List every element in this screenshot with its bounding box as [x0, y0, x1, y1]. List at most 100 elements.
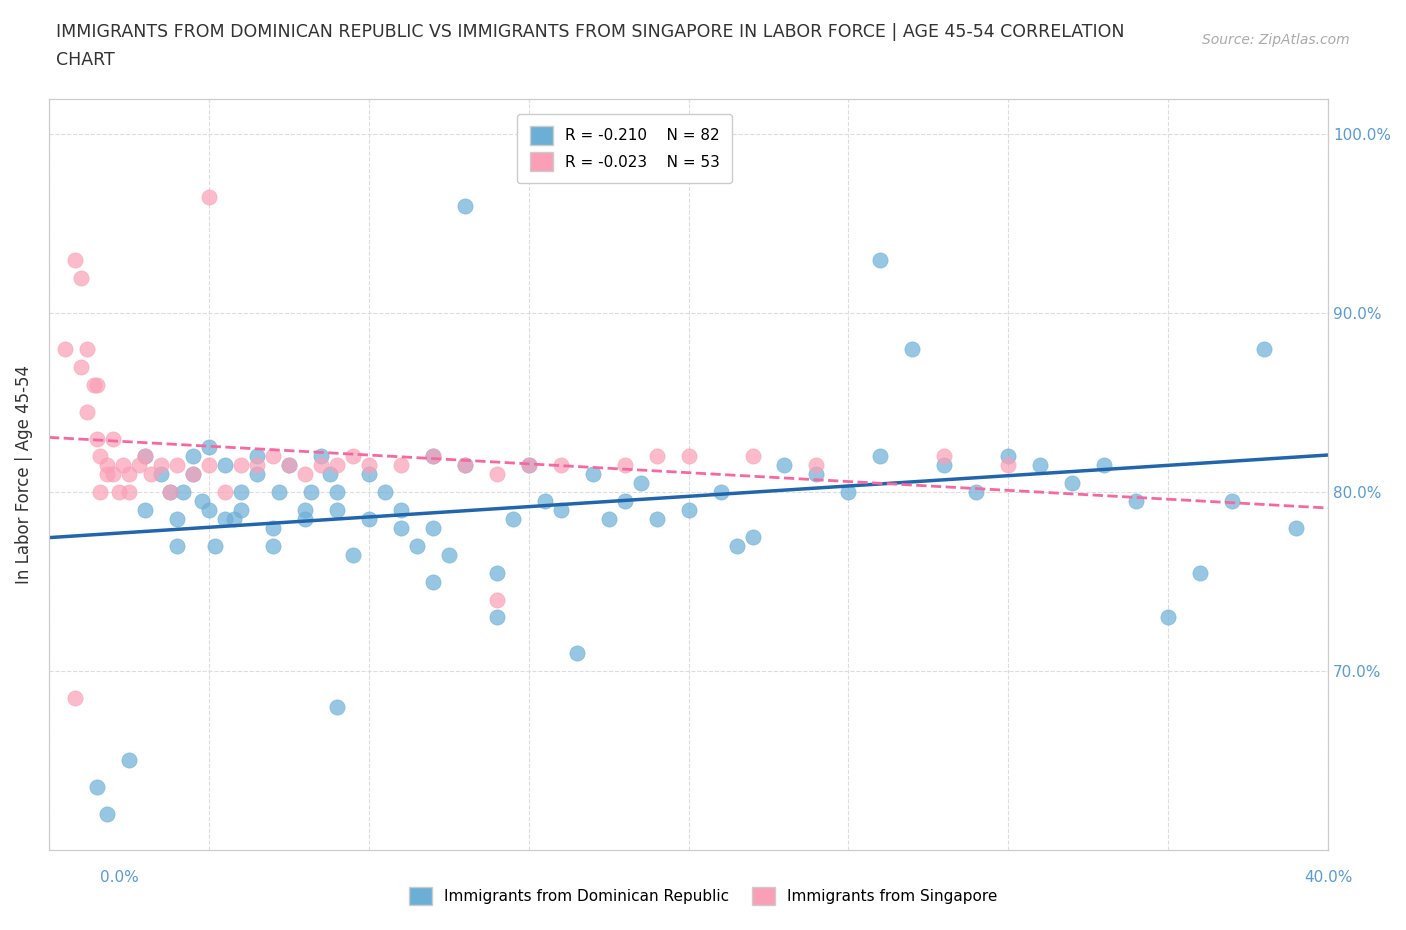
- Point: [326, 502, 349, 517]
- Point: [997, 458, 1019, 472]
- Point: [166, 538, 188, 553]
- Point: [246, 449, 269, 464]
- Point: [101, 467, 124, 482]
- Point: [262, 521, 284, 536]
- Point: [63, 252, 86, 267]
- Point: [342, 548, 364, 563]
- Point: [198, 440, 221, 455]
- Point: [159, 485, 181, 499]
- Point: [181, 467, 204, 482]
- Point: [565, 645, 588, 660]
- Point: [454, 199, 477, 214]
- Text: CHART: CHART: [56, 51, 115, 69]
- Point: [63, 690, 86, 705]
- Point: [181, 449, 204, 464]
- Point: [128, 458, 150, 472]
- Point: [1285, 521, 1308, 536]
- Point: [533, 494, 555, 509]
- Point: [598, 512, 620, 526]
- Point: [374, 485, 396, 499]
- Point: [1157, 610, 1180, 625]
- Point: [357, 467, 380, 482]
- Point: [204, 538, 226, 553]
- Point: [485, 467, 508, 482]
- Point: [181, 467, 204, 482]
- Point: [422, 574, 444, 589]
- Point: [869, 449, 891, 464]
- Point: [997, 449, 1019, 464]
- Point: [86, 432, 108, 446]
- Point: [1062, 476, 1084, 491]
- Point: [1029, 458, 1052, 472]
- Point: [96, 467, 118, 482]
- Point: [550, 502, 572, 517]
- Point: [262, 538, 284, 553]
- Point: [741, 529, 763, 544]
- Point: [405, 538, 427, 553]
- Point: [1092, 458, 1115, 472]
- Point: [485, 592, 508, 607]
- Point: [159, 485, 181, 499]
- Point: [229, 502, 252, 517]
- Point: [134, 449, 156, 464]
- Point: [422, 449, 444, 464]
- Point: [134, 502, 156, 517]
- Point: [246, 467, 269, 482]
- Point: [422, 521, 444, 536]
- Text: IMMIGRANTS FROM DOMINICAN REPUBLIC VS IMMIGRANTS FROM SINGAPORE IN LABOR FORCE |: IMMIGRANTS FROM DOMINICAN REPUBLIC VS IM…: [56, 23, 1125, 41]
- Point: [214, 485, 236, 499]
- Point: [389, 502, 412, 517]
- Point: [502, 512, 524, 526]
- Legend: Immigrants from Dominican Republic, Immigrants from Singapore: Immigrants from Dominican Republic, Immi…: [401, 879, 1005, 913]
- Point: [645, 512, 668, 526]
- Point: [1253, 341, 1275, 356]
- Point: [806, 467, 828, 482]
- Point: [309, 458, 332, 472]
- Point: [96, 806, 118, 821]
- Point: [111, 458, 134, 472]
- Point: [118, 467, 141, 482]
- Point: [149, 467, 172, 482]
- Point: [326, 458, 349, 472]
- Point: [198, 190, 221, 205]
- Point: [172, 485, 194, 499]
- Point: [224, 512, 246, 526]
- Y-axis label: In Labor Force | Age 45-54: In Labor Force | Age 45-54: [15, 365, 32, 584]
- Point: [389, 521, 412, 536]
- Point: [901, 341, 924, 356]
- Point: [246, 458, 269, 472]
- Point: [357, 458, 380, 472]
- Point: [96, 458, 118, 472]
- Point: [837, 485, 859, 499]
- Point: [70, 270, 93, 285]
- Point: [581, 467, 603, 482]
- Point: [709, 485, 731, 499]
- Point: [89, 485, 111, 499]
- Point: [806, 458, 828, 472]
- Point: [108, 485, 131, 499]
- Point: [725, 538, 748, 553]
- Point: [326, 699, 349, 714]
- Point: [229, 458, 252, 472]
- Point: [118, 753, 141, 768]
- Point: [550, 458, 572, 472]
- Point: [89, 449, 111, 464]
- Point: [309, 449, 332, 464]
- Point: [76, 341, 98, 356]
- Point: [613, 458, 636, 472]
- Point: [149, 458, 172, 472]
- Text: 40.0%: 40.0%: [1305, 870, 1353, 884]
- Point: [294, 467, 316, 482]
- Point: [1189, 565, 1212, 580]
- Point: [678, 502, 700, 517]
- Point: [517, 458, 540, 472]
- Point: [1220, 494, 1243, 509]
- Legend: R = -0.210    N = 82, R = -0.023    N = 53: R = -0.210 N = 82, R = -0.023 N = 53: [517, 113, 733, 183]
- Point: [86, 378, 108, 392]
- Point: [422, 449, 444, 464]
- Point: [678, 449, 700, 464]
- Point: [277, 458, 299, 472]
- Point: [645, 449, 668, 464]
- Point: [262, 449, 284, 464]
- Point: [76, 405, 98, 419]
